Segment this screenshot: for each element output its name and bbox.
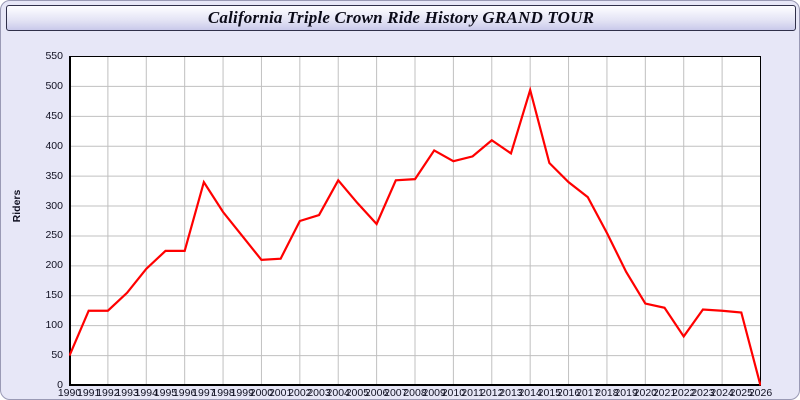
x-tick-label: 1993 — [115, 387, 139, 399]
y-tick-label: 250 — [45, 229, 63, 242]
chart-container: Riders 0 50 100 150 200 250 300 350 400 450 500 550… — [1, 32, 799, 399]
x-tick-label: 2022 — [672, 387, 696, 399]
x-axis-tick-labels: 1990 1991 1992 1993 1994 1995 1996 1997 1998 1999… — [58, 387, 772, 399]
grid-lines — [69, 56, 761, 386]
x-tick-label: 2012 — [480, 387, 504, 399]
x-tick-label: 2006 — [364, 387, 389, 399]
x-tick-label: 1998 — [211, 387, 235, 399]
page-title: California Triple Crown Ride History GRA… — [207, 8, 595, 27]
x-tick-label: 2001 — [268, 387, 293, 399]
y-tick-label: 50 — [51, 349, 63, 362]
x-tick-label: 1992 — [96, 387, 120, 399]
window-title-bar: California Triple Crown Ride History GRA… — [6, 5, 796, 31]
x-tick-label: 2018 — [595, 387, 619, 399]
y-tick-label: 200 — [45, 259, 63, 272]
x-tick-label: 1990 — [57, 387, 82, 399]
y-axis-tick-labels: 0 50 100 150 200 250 300 350 400 450 500 550 — [19, 51, 63, 390]
x-tick-label: 2016 — [556, 387, 581, 399]
x-tick-label: 2015 — [537, 387, 562, 399]
y-tick-label: 500 — [45, 79, 63, 92]
x-tick-label: 2017 — [576, 387, 600, 399]
x-tick-label: 2003 — [307, 387, 331, 399]
x-tick-label: 2025 — [729, 387, 753, 399]
x-tick-label: 2009 — [422, 387, 446, 399]
x-tick-label: 2021 — [652, 387, 677, 399]
x-tick-label: 2019 — [614, 387, 638, 399]
x-tick-label: 1994 — [134, 387, 158, 399]
x-tick-label: 2000 — [249, 387, 274, 399]
x-tick-label: 2005 — [345, 387, 370, 399]
y-tick-label: 150 — [45, 289, 63, 302]
x-tick-label: 1995 — [153, 387, 178, 399]
y-tick-label: 0 — [57, 379, 63, 391]
x-tick-label: 2026 — [748, 387, 773, 399]
y-tick-label: 400 — [45, 139, 63, 152]
data-series-line — [69, 85, 761, 386]
y-tick-label: 350 — [45, 169, 63, 182]
plot-area — [69, 56, 761, 386]
x-tick-label: 2007 — [384, 387, 408, 399]
y-tick-label: 450 — [45, 109, 63, 122]
x-tick-label: 1996 — [172, 387, 197, 399]
y-tick-label: 550 — [45, 50, 63, 62]
x-tick-label: 2011 — [461, 387, 484, 399]
y-tick-label: 300 — [45, 199, 63, 212]
x-tick-label: 2014 — [518, 387, 542, 399]
x-tick-label: 2004 — [326, 387, 350, 399]
x-tick-label: 1997 — [192, 387, 216, 399]
x-tick-label: 2020 — [633, 387, 657, 399]
x-tick-label: 2023 — [691, 387, 715, 399]
x-tick-label: 2010 — [441, 387, 466, 399]
x-tick-label: 1999 — [230, 387, 254, 399]
x-tick-label: 2008 — [403, 387, 427, 399]
x-tick-label: 1991 — [77, 387, 101, 399]
x-tick-label: 2002 — [288, 387, 312, 399]
axis-tick-marks — [69, 56, 761, 386]
x-tick-label: 2013 — [499, 387, 523, 399]
x-tick-label: 2024 — [710, 387, 734, 399]
y-tick-label: 100 — [45, 319, 63, 332]
line-chart-svg — [69, 56, 761, 386]
